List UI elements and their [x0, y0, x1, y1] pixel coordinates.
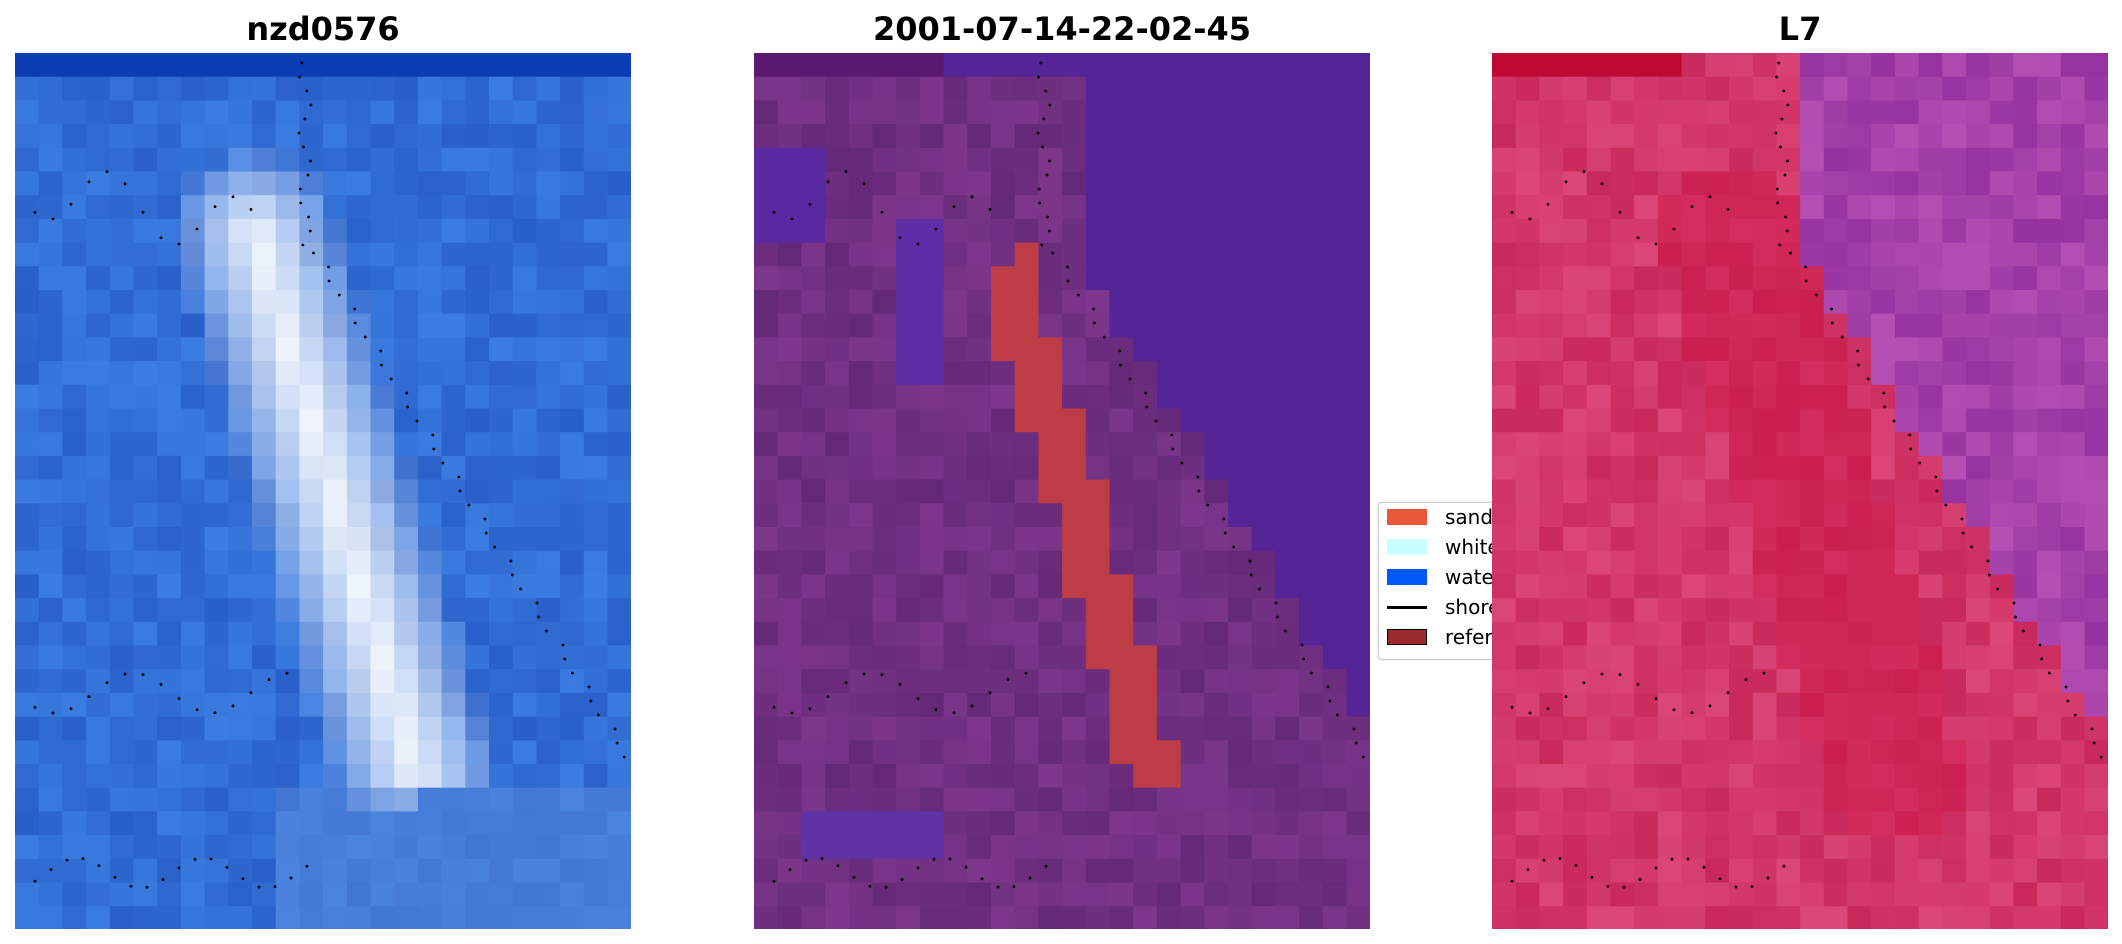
legend-label-shoreline: shoreline — [1445, 595, 1497, 619]
legend-item-white-water: white-water — [1379, 533, 1498, 559]
legend-item-reference-shoreline: reference shoreline — [1379, 623, 1497, 649]
legend-label-water: water — [1445, 565, 1498, 589]
legend-label-sand: sand — [1445, 505, 1494, 529]
white-water-swatch — [1387, 539, 1427, 555]
water-swatch — [1387, 569, 1427, 585]
legend-item-sand: sand — [1379, 503, 1497, 529]
panel-title-index: L7 — [1778, 10, 1822, 48]
classified-image-panel — [754, 53, 1370, 929]
index-image-panel — [1492, 53, 2108, 929]
reference-shoreline-swatch — [1387, 629, 1427, 645]
legend-item-water: water — [1379, 563, 1498, 589]
legend-label-white-water: white-water — [1445, 535, 1498, 559]
legend-label-reference-shoreline: reference shoreline — [1445, 625, 1497, 649]
classified-image — [754, 53, 1370, 929]
panel-title-classified: 2001-07-14-22-02-45 — [872, 10, 1252, 48]
rgb-image — [15, 53, 631, 929]
legend-item-shoreline: shoreline — [1379, 593, 1497, 619]
sand-swatch — [1387, 509, 1427, 525]
panel-title-rgb: nzd0576 — [246, 10, 400, 48]
legend: sand white-water water shoreline referen… — [1378, 502, 1498, 660]
index-image — [1492, 53, 2108, 929]
shoreline-line-swatch — [1387, 606, 1427, 609]
rgb-image-panel — [15, 53, 631, 929]
